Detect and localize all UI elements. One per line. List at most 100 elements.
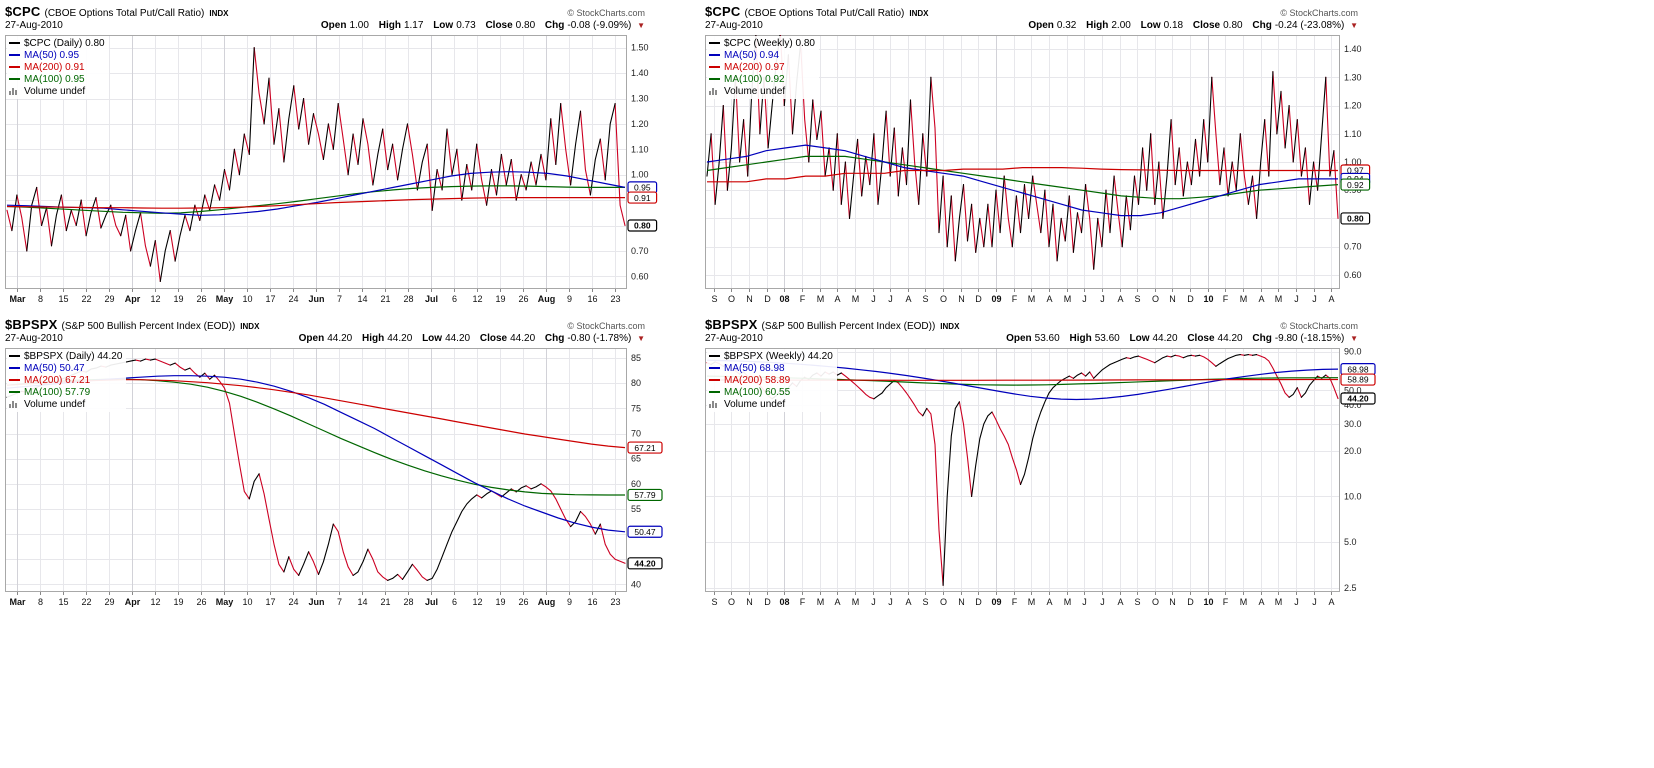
bpspx-weekly-chart-svg: S O N D 08 F M A M J J A S O N D 09 F M A M J J A S O N D 10 F M A M J J A9…: [705, 348, 1376, 607]
down-triangle-icon: ▼: [1350, 334, 1358, 343]
legend-label: $CPC (Daily) 0.80: [24, 37, 105, 49]
svg-text:26: 26: [196, 294, 206, 304]
svg-text:60: 60: [631, 479, 641, 489]
svg-text:19: 19: [173, 294, 183, 304]
svg-text:1.20: 1.20: [631, 119, 649, 129]
svg-text:O: O: [728, 294, 735, 304]
svg-text:19: 19: [495, 294, 505, 304]
svg-text:N: N: [1169, 294, 1176, 304]
svg-text:10: 10: [1203, 597, 1213, 607]
svg-text:A: A: [1046, 597, 1052, 607]
legend-label: Volume undef: [724, 85, 786, 97]
legend-label: MA(200) 67.21: [24, 374, 91, 386]
plot-area-cpc-daily: Mar 8 15 22 29 Apr 12 19 26 May 10 17 24 Jun 7 14 21 28 Ju…: [5, 35, 673, 308]
svg-text:44.20: 44.20: [634, 559, 656, 569]
svg-text:50.0: 50.0: [1344, 385, 1362, 395]
svg-text:1.30: 1.30: [631, 94, 649, 104]
svg-text:O: O: [728, 597, 735, 607]
close-label: Close: [479, 333, 508, 344]
svg-text:0.80: 0.80: [634, 221, 651, 231]
legend-line-icon: [709, 379, 720, 381]
chg-label: Chg: [1252, 333, 1272, 344]
svg-text:16: 16: [587, 294, 597, 304]
legend-item: Volume undef: [709, 85, 815, 97]
legend-item: MA(200) 58.89: [709, 374, 833, 386]
svg-text:J: J: [1100, 294, 1105, 304]
svg-text:19: 19: [495, 597, 505, 607]
quote-row: Open 0.32 High 2.00 Low 0.18 Close 0.80 Chg -…: [1021, 20, 1358, 31]
svg-text:67.21: 67.21: [634, 443, 656, 453]
svg-text:J: J: [1082, 294, 1087, 304]
legend-item: MA(50) 0.94: [709, 49, 815, 61]
svg-text:O: O: [1152, 597, 1159, 607]
legend-line-icon: [9, 66, 20, 68]
svg-text:09: 09: [991, 294, 1001, 304]
legend-label: MA(200) 58.89: [724, 374, 791, 386]
svg-text:M: M: [1240, 294, 1248, 304]
svg-text:J: J: [1294, 294, 1299, 304]
svg-text:M: M: [817, 294, 825, 304]
quote-row: Open 1.00 High 1.17 Low 0.73 Close 0.80 Chg -…: [314, 20, 645, 31]
svg-text:50.47: 50.47: [634, 527, 656, 537]
legend-line-icon: [709, 54, 720, 56]
svg-text:1.30: 1.30: [1344, 72, 1362, 82]
legend-item: MA(200) 0.91: [9, 61, 105, 73]
legend-item: MA(100) 0.92: [709, 73, 815, 85]
low-value: 44.20: [1152, 333, 1178, 344]
volume-bars-icon: [709, 400, 720, 408]
volume-bars-icon: [9, 400, 20, 408]
svg-text:J: J: [1082, 597, 1087, 607]
svg-text:Jun: Jun: [308, 294, 324, 304]
svg-text:0.80: 0.80: [1347, 214, 1364, 224]
legend-line-icon: [9, 367, 20, 369]
chart-symbol: $CPC: [705, 4, 741, 19]
svg-text:May: May: [216, 597, 234, 607]
svg-text:A: A: [905, 294, 911, 304]
svg-text:15: 15: [58, 294, 68, 304]
svg-text:9: 9: [567, 597, 572, 607]
legend-line-icon: [9, 379, 20, 381]
copyright-text: © StockCharts.com: [567, 321, 645, 331]
chart-symbol: $CPC: [5, 4, 41, 19]
chart-info-row: 27-Aug-2010 Open 0.32 High 2.00 Low 0.18 Cl…: [705, 20, 1358, 33]
svg-text:M: M: [852, 294, 860, 304]
volume-bars-icon: [709, 87, 720, 95]
svg-text:0.91: 0.91: [634, 193, 651, 203]
open-label: Open: [320, 20, 347, 31]
svg-text:J: J: [888, 597, 893, 607]
legend-line-icon: [9, 391, 20, 393]
open-value: 53.60: [1034, 333, 1060, 344]
plot-area-bpspx-daily: Mar 8 15 22 29 Apr 12 19 26 May 10 17 24 Jun 7 14 21 28 Ju…: [5, 348, 673, 611]
svg-text:M: M: [817, 597, 825, 607]
svg-text:Jul: Jul: [425, 294, 438, 304]
legend-line-icon: [9, 42, 20, 44]
legend-item: MA(100) 60.55: [709, 386, 833, 398]
close-value: 44.20: [510, 333, 536, 344]
close-label: Close: [1192, 20, 1221, 31]
legend-line-icon: [709, 355, 720, 357]
svg-text:M: M: [1275, 597, 1283, 607]
chart-description: (CBOE Options Total Put/Call Ratio): [744, 8, 905, 19]
legend-line-icon: [709, 78, 720, 80]
svg-text:S: S: [922, 597, 928, 607]
svg-text:F: F: [1012, 294, 1018, 304]
svg-text:F: F: [800, 597, 806, 607]
legend-label: Volume undef: [24, 85, 86, 97]
svg-text:7: 7: [337, 294, 342, 304]
down-triangle-icon: ▼: [637, 334, 645, 343]
svg-text:9: 9: [567, 294, 572, 304]
high-label: High: [378, 20, 401, 31]
svg-text:68.98: 68.98: [1347, 364, 1369, 374]
svg-text:O: O: [1152, 294, 1159, 304]
svg-text:24: 24: [288, 294, 298, 304]
svg-text:D: D: [764, 597, 771, 607]
svg-text:14: 14: [357, 597, 367, 607]
svg-text:M: M: [1275, 294, 1283, 304]
svg-text:15: 15: [58, 597, 68, 607]
chart-index-suffix: INDX: [940, 322, 960, 331]
copyright-text: © StockCharts.com: [567, 8, 645, 18]
plot-area-cpc-weekly: S O N D 08 F M A M J J A S O N D 09 F M A M J J A S O N D 10 F M A M J J A 1…: [705, 35, 1386, 308]
chart-legend: $CPC (Weekly) 0.80 MA(50) 0.94 MA(200) 0.9…: [707, 36, 819, 99]
svg-text:M: M: [1028, 294, 1036, 304]
svg-text:Jun: Jun: [308, 597, 324, 607]
